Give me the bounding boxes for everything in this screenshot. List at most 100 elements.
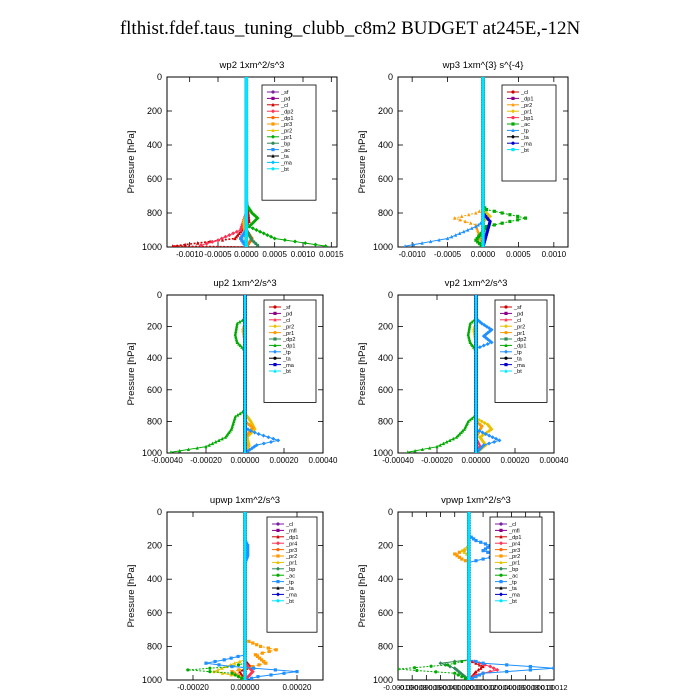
data-point <box>481 157 485 161</box>
series-group <box>406 295 502 453</box>
legend-label: _pd <box>513 312 523 318</box>
data-point <box>420 447 424 452</box>
x-tick-label: 0.00000 <box>231 456 260 465</box>
x-tick-label: 0.0005 <box>506 250 531 259</box>
data-point <box>271 436 276 441</box>
data-point <box>467 326 471 330</box>
legend: _cl_dp1_pr2_pr1_bp1_ac_tp_ta_ma_bt <box>501 84 557 182</box>
data-point <box>227 233 232 238</box>
data-point <box>242 222 246 227</box>
legend-box <box>261 84 317 201</box>
data-point <box>481 194 485 198</box>
data-point <box>204 444 208 449</box>
data-point <box>458 231 462 235</box>
legend-marker <box>511 96 515 100</box>
data-point <box>470 416 474 420</box>
legend-marker <box>271 116 275 120</box>
data-point <box>266 435 271 440</box>
data-point <box>469 221 473 225</box>
data-point <box>240 318 244 322</box>
legend-label: _cl <box>513 318 521 324</box>
data-point <box>481 97 485 101</box>
data-point <box>210 441 215 446</box>
y-tick-label: 800 <box>378 416 393 426</box>
data-point <box>481 82 485 86</box>
data-point <box>497 438 502 443</box>
data-point <box>481 216 485 220</box>
legend-marker <box>511 134 515 139</box>
data-point <box>481 136 485 140</box>
legend-label: _bp1 <box>520 116 533 122</box>
series-line-pr2 <box>452 77 484 247</box>
data-point <box>481 230 485 234</box>
data-point <box>481 197 485 201</box>
data-point <box>413 448 417 453</box>
data-point <box>481 121 485 125</box>
legend-box <box>263 299 317 403</box>
y-tick-label: 800 <box>147 208 162 218</box>
data-point <box>481 240 485 244</box>
legend-label: _tp <box>520 129 529 135</box>
data-point <box>481 211 485 215</box>
legend-marker <box>271 160 275 165</box>
data-point <box>481 100 485 105</box>
data-point <box>234 229 239 234</box>
data-point <box>481 123 485 127</box>
legend-label: _pr2 <box>282 324 294 330</box>
legend-marker <box>271 122 275 126</box>
data-point <box>480 430 485 435</box>
y-tick-label: 600 <box>147 385 162 395</box>
y-tick-label: 800 <box>147 416 162 426</box>
data-point <box>237 341 241 346</box>
data-point <box>481 243 485 247</box>
data-point <box>481 117 485 122</box>
data-point <box>244 245 248 247</box>
data-point <box>481 78 485 82</box>
data-point <box>293 239 298 244</box>
data-point <box>481 221 485 225</box>
data-point <box>481 182 485 186</box>
legend-label: _pd <box>282 312 292 318</box>
x-tick-label: 0.00040 <box>309 456 338 465</box>
data-point <box>475 451 477 453</box>
x-tick-label: -0.0010 <box>399 250 427 259</box>
data-point <box>323 244 328 247</box>
data-point <box>428 239 433 244</box>
legend-marker <box>511 102 515 107</box>
data-point <box>481 206 485 210</box>
legend-label: _dp2 <box>513 337 526 343</box>
data-point <box>481 150 485 154</box>
legend-label: _sf <box>513 305 522 311</box>
data-point <box>234 327 238 332</box>
legend-label: _pr1 <box>280 135 292 141</box>
legend-label: _pr2 <box>513 324 525 330</box>
data-point <box>406 450 409 453</box>
data-point <box>252 430 257 435</box>
data-point <box>242 221 246 225</box>
data-point <box>204 241 209 246</box>
data-point <box>183 242 187 247</box>
legend-label: _bt <box>280 167 289 173</box>
legend-marker <box>271 141 275 145</box>
legend-marker <box>271 134 275 139</box>
data-point <box>235 321 239 326</box>
data-point <box>484 324 489 329</box>
page-title: flthist.fdef.taus_tuning_clubb_c8m2 BUDG… <box>119 18 581 39</box>
legend-label: _pr1 <box>513 331 525 337</box>
x-tick-label: 0.0000 <box>471 250 496 259</box>
y-tick-label: 1000 <box>373 448 393 458</box>
data-point <box>241 233 245 237</box>
data-point <box>240 409 245 414</box>
data-point <box>186 447 191 452</box>
legend-label: _dp1 <box>280 116 293 122</box>
data-point <box>223 234 228 239</box>
data-point <box>523 216 528 220</box>
data-point <box>462 427 466 431</box>
y-tick-label: 1000 <box>373 242 393 252</box>
data-point <box>231 231 236 236</box>
series-markers-bt <box>481 77 485 247</box>
legend-marker <box>504 324 508 329</box>
legend-marker <box>504 343 508 347</box>
